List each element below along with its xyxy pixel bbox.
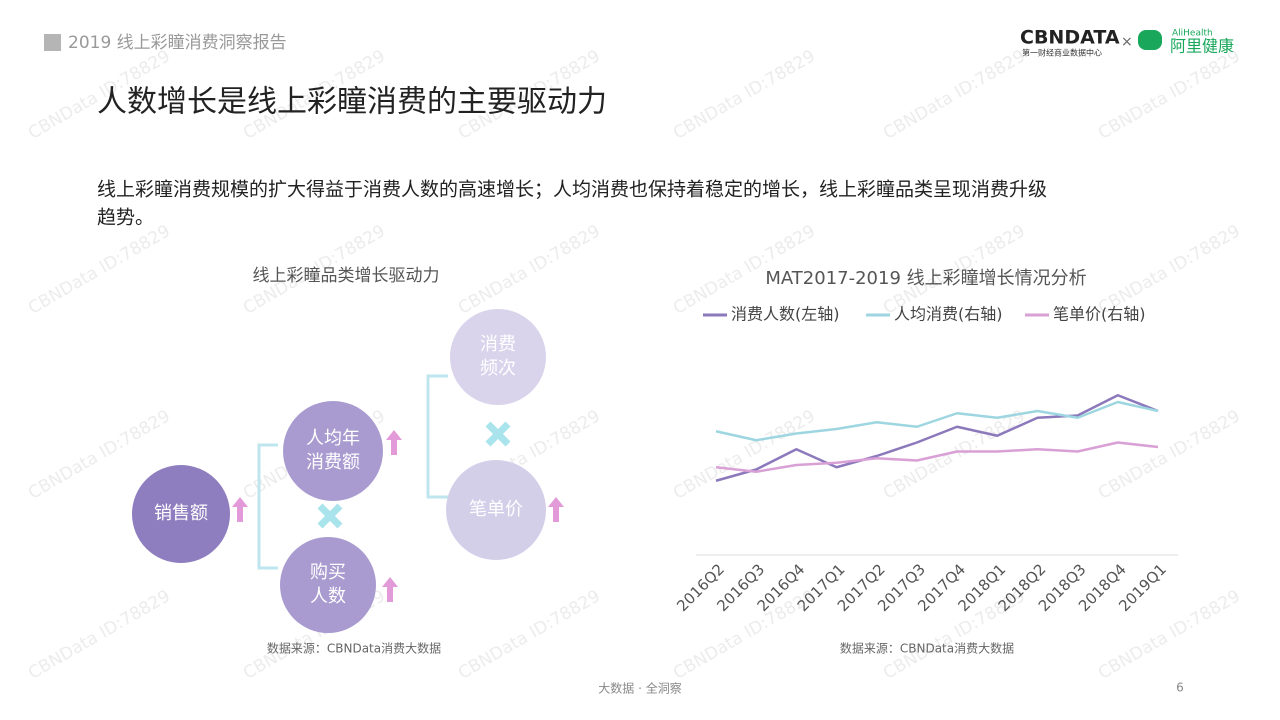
report-name: 2019 线上彩瞳消费洞察报告 (68, 33, 287, 53)
node-label: 笔单价 (469, 499, 523, 520)
logo-ali-en: AliHealth (1172, 29, 1213, 39)
logo-ali-icon (1138, 30, 1162, 50)
watermark: CBNData ID:78829 (455, 586, 604, 683)
watermark: CBNData ID:78829 (25, 586, 174, 683)
legend-label: 消费人数(左轴) (731, 305, 840, 324)
legend-label: 笔单价(右轴) (1053, 305, 1146, 324)
series-line (715, 394, 1159, 482)
node-circle (280, 537, 376, 633)
watermark: CBNData ID:78829 (1095, 406, 1244, 503)
subtitle: 趋势。 (97, 207, 154, 229)
node-label: 销售额 (154, 503, 208, 524)
watermark: CBNData ID:78829 (25, 221, 174, 318)
watermark: CBNData ID:78829 (880, 406, 1029, 503)
footer-slogan: 大数据 · 全洞察 (598, 681, 681, 696)
chart-source: 数据来源：CBNData消费大数据 (840, 641, 1014, 656)
slide-title: 人数增长是线上彩瞳消费的主要驱动力 (97, 85, 607, 120)
logo-times: × (1121, 34, 1133, 50)
legend-label: 人均消费(右轴) (894, 305, 1003, 324)
series-line (715, 441, 1159, 473)
watermark: CBNData ID:78829 (455, 221, 604, 318)
watermark: CBNData ID:78829 (1095, 46, 1244, 143)
node-circle (450, 309, 546, 405)
node-circle (132, 465, 230, 563)
logo-ali: 阿里健康 (1170, 37, 1234, 56)
node-circle (283, 401, 383, 501)
node-circle (446, 460, 546, 560)
node-label: 消费额 (306, 452, 360, 473)
diagram-source: 数据来源：CBNData消费大数据 (267, 641, 441, 656)
node-label: 消费 (480, 334, 516, 355)
brackets (257, 374, 448, 570)
subtitle: 线上彩瞳消费规模的扩大得益于消费人数的高速增长；人均消费也保持着稳定的增长，线上… (97, 179, 1047, 201)
watermark: CBNData ID:78829 (670, 406, 819, 503)
watermark: CBNData ID:78829 (670, 46, 819, 143)
node-label: 购买 (310, 562, 346, 583)
node-label: 人数 (310, 586, 346, 607)
node-label: 人均年 (306, 428, 360, 449)
up-arrows (232, 430, 564, 602)
watermark: CBNData ID:78829 (880, 46, 1029, 143)
multiply-signs (317, 421, 511, 529)
node-label: 频次 (480, 358, 516, 379)
logo-cbn-sub: 第一财经商业数据中心 (1022, 48, 1102, 58)
chart-title: MAT2017-2019 线上彩瞳增长情况分析 (765, 268, 1086, 289)
series-line (715, 400, 1159, 442)
page-number: 6 (1176, 681, 1184, 695)
header-mark (44, 34, 61, 51)
logo-cbn: CBNDATA (1020, 27, 1120, 49)
diagram-title: 线上彩瞳品类增长驱动力 (253, 266, 440, 286)
